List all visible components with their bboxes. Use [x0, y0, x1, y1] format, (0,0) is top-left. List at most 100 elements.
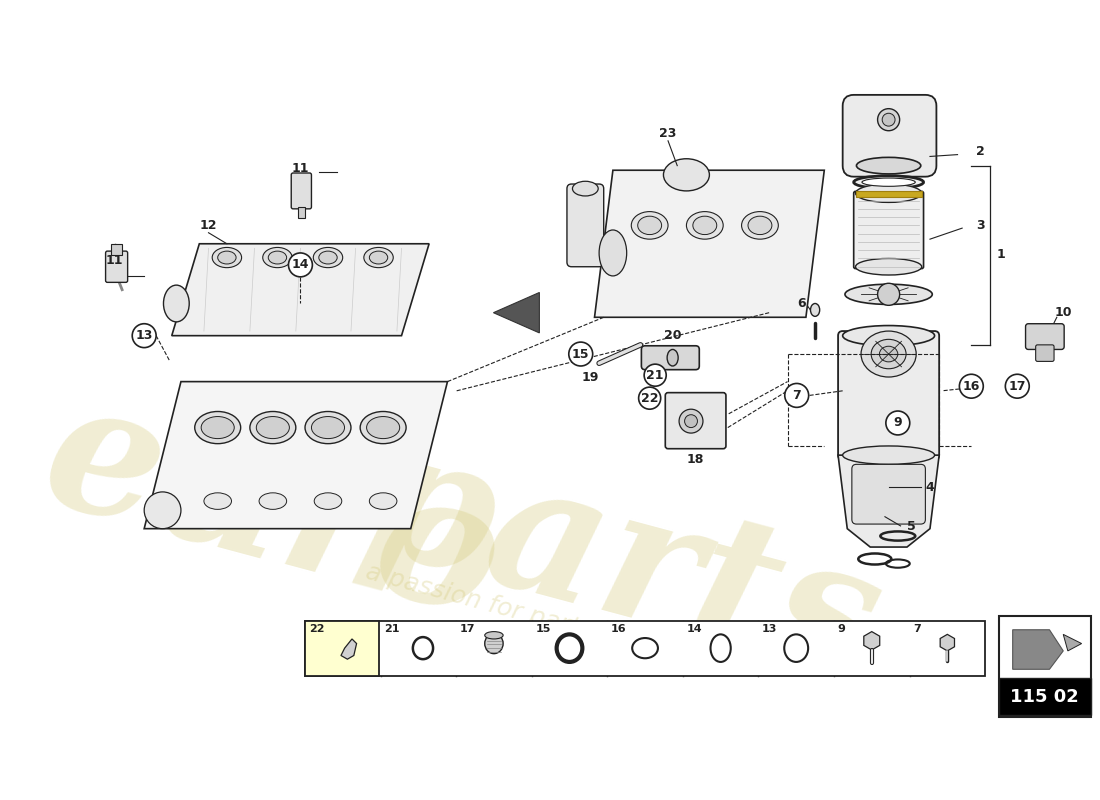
Text: 115 02: 115 02 [1011, 688, 1079, 706]
Bar [298, 207, 305, 218]
Ellipse shape [218, 251, 236, 264]
Polygon shape [341, 639, 356, 659]
Text: 3: 3 [976, 219, 984, 232]
Bar [111, 244, 122, 254]
Ellipse shape [319, 251, 338, 264]
Text: 21: 21 [384, 624, 399, 634]
FancyBboxPatch shape [1036, 345, 1054, 362]
Polygon shape [838, 455, 939, 547]
Text: 16: 16 [962, 380, 980, 393]
Ellipse shape [856, 184, 922, 202]
Text: 7: 7 [913, 624, 921, 634]
Ellipse shape [370, 493, 397, 510]
Ellipse shape [360, 411, 406, 444]
Ellipse shape [364, 247, 393, 268]
Text: 9: 9 [893, 417, 902, 430]
FancyBboxPatch shape [566, 184, 604, 266]
Text: 2: 2 [976, 146, 984, 158]
Text: euro: euro [28, 366, 518, 655]
FancyBboxPatch shape [854, 191, 924, 269]
Ellipse shape [204, 493, 231, 510]
FancyBboxPatch shape [838, 331, 939, 460]
Polygon shape [144, 382, 448, 529]
Circle shape [132, 324, 156, 348]
Bar [856, 191, 922, 197]
Ellipse shape [164, 285, 189, 322]
Circle shape [679, 409, 703, 433]
Text: 17: 17 [460, 624, 475, 634]
Ellipse shape [862, 178, 915, 186]
Ellipse shape [703, 437, 716, 446]
Ellipse shape [600, 230, 627, 276]
FancyBboxPatch shape [292, 173, 311, 209]
Text: 4: 4 [925, 481, 934, 494]
Polygon shape [1064, 634, 1081, 651]
Bar [999, 616, 1091, 717]
Text: 12: 12 [200, 219, 218, 232]
Ellipse shape [260, 493, 287, 510]
Text: 16: 16 [610, 624, 627, 634]
Ellipse shape [843, 446, 935, 464]
Ellipse shape [250, 411, 296, 444]
Circle shape [645, 364, 667, 386]
Text: 15: 15 [572, 347, 590, 361]
Text: 20: 20 [664, 329, 681, 342]
Circle shape [288, 253, 312, 277]
Ellipse shape [315, 493, 342, 510]
Text: 13: 13 [135, 329, 153, 342]
Text: 9: 9 [838, 624, 846, 634]
Bar [305, 621, 378, 676]
Text: a passion for parts since 1985: a passion for parts since 1985 [363, 560, 734, 681]
FancyBboxPatch shape [666, 393, 726, 449]
Ellipse shape [663, 158, 710, 191]
Text: 14: 14 [292, 258, 309, 271]
Ellipse shape [572, 182, 598, 196]
Polygon shape [172, 244, 429, 336]
Polygon shape [1013, 630, 1064, 670]
Circle shape [144, 492, 180, 529]
Polygon shape [940, 634, 955, 651]
Circle shape [959, 374, 983, 398]
Ellipse shape [314, 247, 343, 268]
Ellipse shape [693, 216, 717, 234]
Ellipse shape [631, 211, 668, 239]
Ellipse shape [201, 417, 234, 438]
Text: 6: 6 [798, 297, 805, 310]
Polygon shape [864, 632, 880, 650]
Circle shape [886, 411, 910, 435]
FancyBboxPatch shape [851, 464, 925, 524]
Circle shape [569, 342, 593, 366]
Text: 21: 21 [647, 369, 664, 382]
Ellipse shape [370, 251, 387, 264]
Circle shape [882, 114, 895, 126]
Ellipse shape [854, 176, 924, 189]
Ellipse shape [857, 158, 921, 174]
Text: 13: 13 [762, 624, 778, 634]
Ellipse shape [268, 251, 287, 264]
Ellipse shape [871, 339, 906, 369]
Ellipse shape [485, 634, 503, 654]
Text: 10: 10 [1055, 306, 1072, 319]
Text: 1: 1 [997, 248, 1005, 262]
Ellipse shape [305, 411, 351, 444]
Circle shape [684, 414, 697, 427]
Ellipse shape [485, 632, 503, 639]
Text: 15: 15 [536, 624, 551, 634]
Ellipse shape [741, 211, 779, 239]
Ellipse shape [861, 331, 916, 377]
Polygon shape [494, 293, 539, 333]
Circle shape [784, 383, 808, 407]
Text: 11: 11 [292, 162, 309, 175]
Text: 22: 22 [309, 624, 324, 634]
Ellipse shape [638, 216, 661, 234]
Ellipse shape [256, 417, 289, 438]
Text: 23: 23 [659, 127, 676, 140]
Text: 17: 17 [1009, 380, 1026, 393]
Ellipse shape [366, 417, 399, 438]
Text: 18: 18 [686, 454, 704, 466]
Ellipse shape [845, 284, 933, 305]
Text: 5: 5 [908, 520, 916, 534]
Circle shape [878, 109, 900, 130]
Ellipse shape [667, 350, 679, 366]
FancyBboxPatch shape [1025, 324, 1064, 350]
